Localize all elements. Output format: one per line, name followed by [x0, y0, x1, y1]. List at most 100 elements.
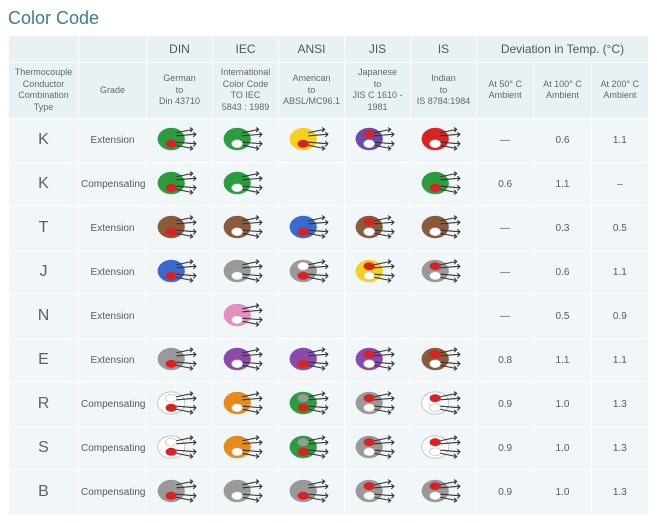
dev-cell-2: 1.1	[591, 338, 648, 382]
grade-cell: Compensating	[79, 470, 147, 514]
cable-cell-din	[147, 470, 213, 514]
dev-cell-1: 0.5	[534, 294, 591, 338]
cable-cell-din	[147, 426, 213, 470]
cable-icon	[222, 433, 270, 461]
std-IS: IS	[411, 36, 477, 63]
col-type-header: ThermocoupleConductorCombinationType	[9, 63, 79, 119]
cable-cell-iec	[213, 338, 279, 382]
deviation-header: Deviation in Temp. (°C)	[477, 36, 649, 63]
cable-cell-ansi	[279, 162, 345, 206]
type-cell: B	[9, 470, 79, 514]
cable-icon	[222, 169, 270, 197]
cable-icon	[420, 477, 468, 505]
cable-cell-is	[411, 426, 477, 470]
std-ANSI: ANSI	[279, 36, 345, 63]
grade-cell: Extension	[79, 206, 147, 250]
type-cell: N	[9, 294, 79, 338]
dev-cell-2: 1.1	[591, 118, 648, 162]
dev-cell-2: 1.3	[591, 382, 648, 426]
cable-cell-is	[411, 162, 477, 206]
dev-cell-0: 0.6	[477, 162, 534, 206]
type-cell: R	[9, 382, 79, 426]
cable-cell-iec	[213, 250, 279, 294]
cable-cell-ansi	[279, 250, 345, 294]
table-row: JExtension	[9, 250, 649, 294]
grade-cell: Extension	[79, 118, 147, 162]
cable-cell-is	[411, 382, 477, 426]
cable-cell-jis	[345, 294, 411, 338]
cable-cell-is	[411, 206, 477, 250]
color-code-table: DINIECANSIJISISDeviation in Temp. (°C) T…	[8, 35, 649, 515]
cable-cell-jis	[345, 470, 411, 514]
cable-cell-din	[147, 382, 213, 426]
cable-cell-iec	[213, 294, 279, 338]
cable-icon	[156, 389, 204, 417]
cable-icon	[288, 389, 336, 417]
dev-cell-0: —	[477, 294, 534, 338]
cable-cell-din	[147, 118, 213, 162]
cable-icon	[222, 345, 270, 373]
cable-cell-iec	[213, 118, 279, 162]
dev-cell-2: 1.3	[591, 470, 648, 514]
dev-cell-0: —	[477, 118, 534, 162]
cable-cell-jis	[345, 338, 411, 382]
grade-cell: Compensating	[79, 426, 147, 470]
type-cell: S	[9, 426, 79, 470]
std-JIS: JIS	[345, 36, 411, 63]
col-din-header: GermantoDin 43710	[147, 63, 213, 119]
type-cell: K	[9, 118, 79, 162]
cable-icon	[156, 433, 204, 461]
grade-cell: Extension	[79, 250, 147, 294]
cable-cell-is	[411, 294, 477, 338]
col-d50-header: At 50° CAmbient	[477, 63, 534, 119]
type-cell: E	[9, 338, 79, 382]
table-row: NExtension —0.50.9	[9, 294, 649, 338]
cable-icon	[222, 257, 270, 285]
cable-cell-ansi	[279, 470, 345, 514]
cable-icon	[420, 213, 468, 241]
cable-cell-is	[411, 250, 477, 294]
cable-icon	[288, 433, 336, 461]
col-jis-header: JapanesetoJIS C 1610 -1981	[345, 63, 411, 119]
cable-icon	[222, 389, 270, 417]
cable-icon	[156, 169, 204, 197]
dev-cell-1: 1.0	[534, 470, 591, 514]
cable-cell-ansi	[279, 206, 345, 250]
std-DIN: DIN	[147, 36, 213, 63]
dev-cell-1: 1.1	[534, 338, 591, 382]
cable-icon	[288, 257, 336, 285]
cable-icon	[420, 389, 468, 417]
cable-cell-is	[411, 470, 477, 514]
cable-cell-ansi	[279, 426, 345, 470]
table-row: TExtension	[9, 206, 649, 250]
table-row: EExtension	[9, 338, 649, 382]
cable-icon	[420, 169, 468, 197]
dev-cell-0: —	[477, 206, 534, 250]
cable-icon	[420, 433, 468, 461]
col-d200-header: At 200° CAmbient	[591, 63, 648, 119]
cable-icon	[288, 477, 336, 505]
cable-cell-iec	[213, 382, 279, 426]
cable-cell-jis	[345, 382, 411, 426]
cable-icon	[354, 389, 402, 417]
dev-cell-0: 0.9	[477, 426, 534, 470]
cable-cell-iec	[213, 426, 279, 470]
cable-cell-ansi	[279, 338, 345, 382]
table-row: BCompensating	[9, 470, 649, 514]
dev-cell-2: 1.3	[591, 426, 648, 470]
cable-cell-din	[147, 294, 213, 338]
grade-cell: Extension	[79, 294, 147, 338]
grade-cell: Compensating	[79, 382, 147, 426]
type-cell: T	[9, 206, 79, 250]
dev-cell-1: 0.3	[534, 206, 591, 250]
dev-cell-1: 1.0	[534, 426, 591, 470]
type-cell: K	[9, 162, 79, 206]
cable-cell-iec	[213, 162, 279, 206]
cable-cell-is	[411, 338, 477, 382]
cable-icon	[222, 213, 270, 241]
col-iec-header: InternationalColor CodeTO IEC5843 : 1989	[213, 63, 279, 119]
dev-cell-0: 0.8	[477, 338, 534, 382]
cable-icon	[420, 257, 468, 285]
type-cell: J	[9, 250, 79, 294]
cable-cell-din	[147, 338, 213, 382]
